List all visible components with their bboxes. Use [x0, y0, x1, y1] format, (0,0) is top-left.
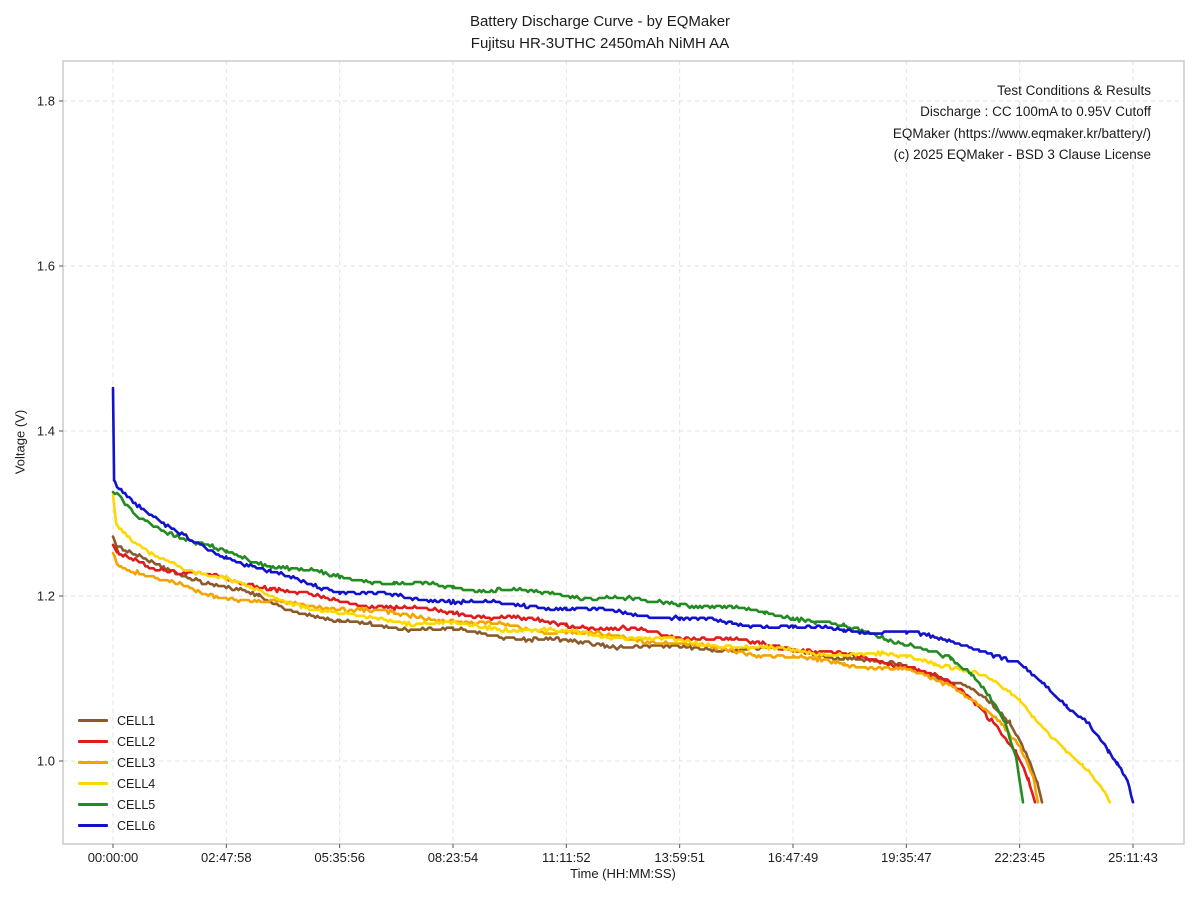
legend: CELL1 CELL2 CELL3 CELL4 CELL5 CELL6	[78, 710, 155, 836]
chart-title-line1: Battery Discharge Curve - by EQMaker	[469, 13, 731, 30]
x-tick-label-4: 11:11:52	[542, 850, 591, 865]
y-tick-label-3: 1.6	[37, 259, 55, 274]
series-line-CELL2	[111, 543, 1037, 804]
series-line-CELL5	[111, 490, 1025, 804]
legend-label-CELL5: CELL5	[117, 797, 156, 812]
annotation-line-4: (c) 2025 EQMaker - BSD 3 Clause License	[893, 147, 1151, 163]
x-tick-label-6: 16:47:49	[768, 850, 819, 865]
legend-line-CELL2	[78, 740, 108, 743]
test-conditions-annotation: Test Conditions & Results Discharge : CC…	[893, 80, 1151, 166]
legend-line-CELL4	[78, 782, 108, 785]
x-tick-label-0: 00:00:00	[88, 850, 139, 865]
series-line-CELL3	[111, 551, 1040, 804]
legend-item-CELL5: CELL5	[78, 794, 155, 815]
annotation-line-1: Test Conditions & Results	[997, 83, 1151, 98]
legend-item-CELL2: CELL2	[78, 731, 155, 752]
series-line-CELL4	[111, 493, 1112, 804]
x-tick-label-2: 05:35:56	[314, 850, 365, 865]
annotation-line-3: EQMaker (https://www.eqmaker.kr/battery/…	[892, 125, 1151, 141]
legend-item-CELL4: CELL4	[78, 773, 155, 794]
legend-label-CELL2: CELL2	[117, 734, 156, 749]
legend-label-CELL6: CELL6	[117, 818, 156, 833]
y-tick-label-1: 1.2	[37, 589, 55, 604]
x-tick-label-3: 08:23:54	[428, 850, 479, 865]
y-tick-label-2: 1.4	[37, 424, 55, 439]
x-axis-label: Time (HH:MM:SS)	[570, 866, 676, 881]
annotation-line-2: Discharge : CC 100mA to 0.95V Cutoff	[920, 104, 1151, 120]
x-tick-label-5: 13:59:51	[654, 850, 705, 865]
legend-line-CELL6	[78, 824, 108, 827]
legend-line-CELL3	[78, 761, 108, 764]
y-axis-label: Voltage (V)	[12, 409, 28, 475]
legend-line-CELL1	[78, 719, 108, 722]
chart-title-line2: Fujitsu HR-3UTHC 2450mAh NiMH AA	[470, 35, 730, 52]
x-tick-label-7: 19:35:47	[881, 850, 932, 865]
x-tick-label-8: 22:23:45	[994, 850, 1045, 865]
plot-border	[62, 60, 1185, 845]
x-tick-label-9: 25:11:43	[1108, 850, 1158, 865]
legend-line-CELL5	[78, 803, 108, 806]
legend-label-CELL1: CELL1	[117, 713, 156, 728]
legend-item-CELL1: CELL1	[78, 710, 155, 731]
y-tick-label-4: 1.8	[37, 94, 55, 109]
y-tick-label-0: 1.0	[37, 754, 55, 769]
x-tick-label-1: 02:47:58	[201, 850, 252, 865]
legend-label-CELL3: CELL3	[117, 755, 156, 770]
legend-item-CELL6: CELL6	[78, 815, 155, 836]
legend-label-CELL4: CELL4	[117, 776, 156, 791]
series-line-CELL6	[111, 386, 1135, 804]
legend-item-CELL3: CELL3	[78, 752, 155, 773]
